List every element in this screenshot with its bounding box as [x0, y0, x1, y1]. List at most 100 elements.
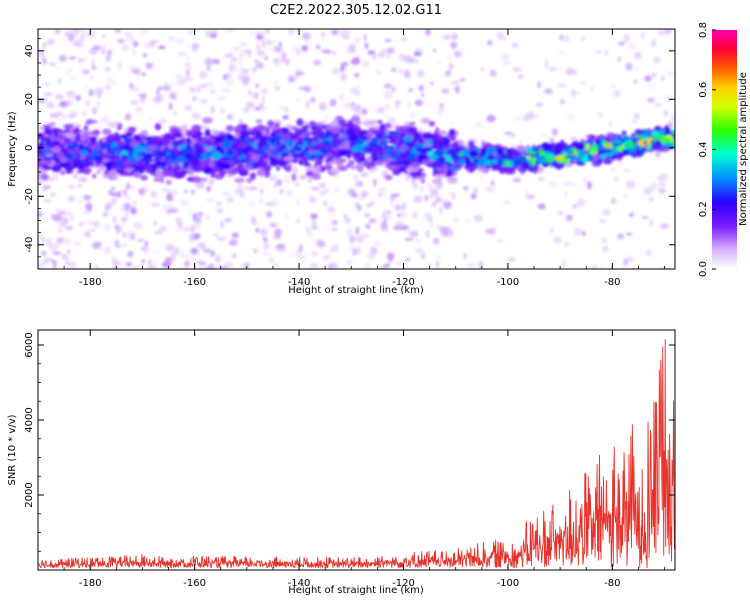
spectrogram-x-label: Height of straight line (km): [288, 285, 424, 296]
heatmap-cell: [295, 248, 302, 258]
heatmap-cell: [196, 264, 204, 269]
heatmap-cell: [595, 50, 602, 54]
heatmap-cell: [177, 221, 184, 229]
heatmap-cell: [258, 139, 266, 146]
heatmap-cell: [282, 115, 289, 120]
heatmap-cell: [354, 201, 361, 208]
heatmap-cell: [148, 40, 155, 48]
heatmap-cell: [428, 217, 433, 223]
heatmap-cell: [372, 178, 377, 187]
heatmap-cell: [41, 173, 49, 181]
heatmap-cell: [403, 69, 411, 79]
heatmap-cell: [663, 110, 668, 116]
heatmap-cell: [382, 220, 388, 224]
heatmap-cell: [503, 200, 510, 205]
heatmap-cell: [243, 164, 253, 171]
heatmap-cell: [139, 96, 146, 104]
heatmap-cell: [200, 99, 208, 104]
heatmap-cell: [200, 84, 207, 88]
x-tick-label: -120: [392, 277, 415, 288]
heatmap-cell: [92, 242, 102, 249]
heatmap-cell: [46, 239, 53, 248]
heatmap-cell: [431, 201, 437, 208]
heatmap-cell: [454, 147, 461, 154]
heatmap-cell: [420, 92, 425, 98]
heatmap-cell: [176, 151, 185, 157]
heatmap-cell: [74, 126, 80, 133]
heatmap-cell: [331, 244, 339, 252]
heatmap-cell: [406, 229, 412, 235]
heatmap-cell: [599, 219, 607, 223]
heatmap-cell: [385, 113, 389, 120]
heatmap-cell: [285, 58, 290, 66]
heatmap-cell: [350, 102, 356, 106]
heatmap-cell: [184, 76, 194, 82]
heatmap-cell: [157, 86, 164, 91]
heatmap-cell: [602, 147, 612, 155]
heatmap-cell: [66, 134, 77, 138]
chart-title: C2E2.2022.305.12.02.G11: [270, 3, 442, 18]
heatmap-cell: [417, 154, 425, 161]
heatmap-cell: [285, 213, 290, 220]
heatmap-cell: [315, 44, 321, 50]
heatmap-cell: [318, 241, 327, 249]
heatmap-cell: [143, 42, 151, 49]
heatmap-cell: [67, 184, 76, 189]
heatmap-cell: [173, 111, 178, 115]
heatmap-cell: [557, 162, 566, 168]
heatmap-cell: [281, 57, 286, 64]
heatmap-cell: [284, 165, 292, 173]
heatmap-cell: [158, 225, 167, 232]
heatmap-cell: [96, 146, 101, 151]
heatmap-cell: [263, 236, 267, 243]
heatmap-cell: [56, 236, 66, 244]
heatmap-cell: [195, 181, 205, 189]
heatmap-cell: [670, 114, 675, 122]
heatmap-cell: [657, 180, 667, 188]
heatmap-cell: [264, 55, 269, 61]
heatmap-cell: [346, 259, 353, 265]
heatmap-cell: [96, 169, 101, 175]
heatmap-cell: [384, 103, 390, 111]
heatmap-cell: [364, 162, 376, 169]
heatmap-cell: [320, 144, 332, 149]
heatmap-cell: [510, 133, 516, 139]
heatmap-cell: [513, 115, 522, 121]
heatmap-cell: [354, 72, 360, 78]
heatmap-cell: [104, 75, 114, 84]
heatmap-cell: [273, 45, 283, 53]
heatmap-cell: [262, 242, 270, 251]
heatmap-cell: [261, 152, 269, 159]
heatmap-cell: [210, 105, 215, 114]
heatmap-cell: [347, 158, 353, 165]
heatmap-cell: [143, 184, 149, 193]
heatmap-cell: [443, 138, 451, 145]
heatmap-cell: [631, 119, 639, 124]
heatmap-cell: [353, 56, 360, 61]
heatmap-cell: [343, 214, 348, 219]
heatmap-cell: [60, 170, 66, 176]
heatmap-cell: [331, 150, 337, 155]
heatmap-cell: [480, 67, 485, 72]
heatmap-cell: [255, 124, 266, 132]
heatmap-cell: [297, 71, 305, 76]
heatmap-cell: [255, 227, 260, 233]
heatmap-cell: [259, 161, 268, 168]
heatmap-cell: [604, 50, 608, 56]
heatmap-cell: [267, 120, 275, 127]
heatmap-cell: [478, 167, 490, 173]
heatmap-cell: [294, 131, 300, 137]
heatmap-cell: [265, 128, 270, 136]
heatmap-cell: [285, 189, 293, 197]
heatmap-cell: [168, 126, 177, 133]
heatmap-cell: [477, 158, 486, 167]
heatmap-cell: [666, 70, 674, 77]
heatmap-cell: [432, 237, 440, 245]
heatmap-cell: [209, 89, 216, 94]
snr-frame: [37, 329, 676, 571]
heatmap-cell: [610, 167, 616, 172]
heatmap-cell: [425, 229, 430, 238]
heatmap-cell: [131, 38, 136, 47]
heatmap-cell: [617, 161, 623, 166]
heatmap-cell: [446, 53, 453, 62]
